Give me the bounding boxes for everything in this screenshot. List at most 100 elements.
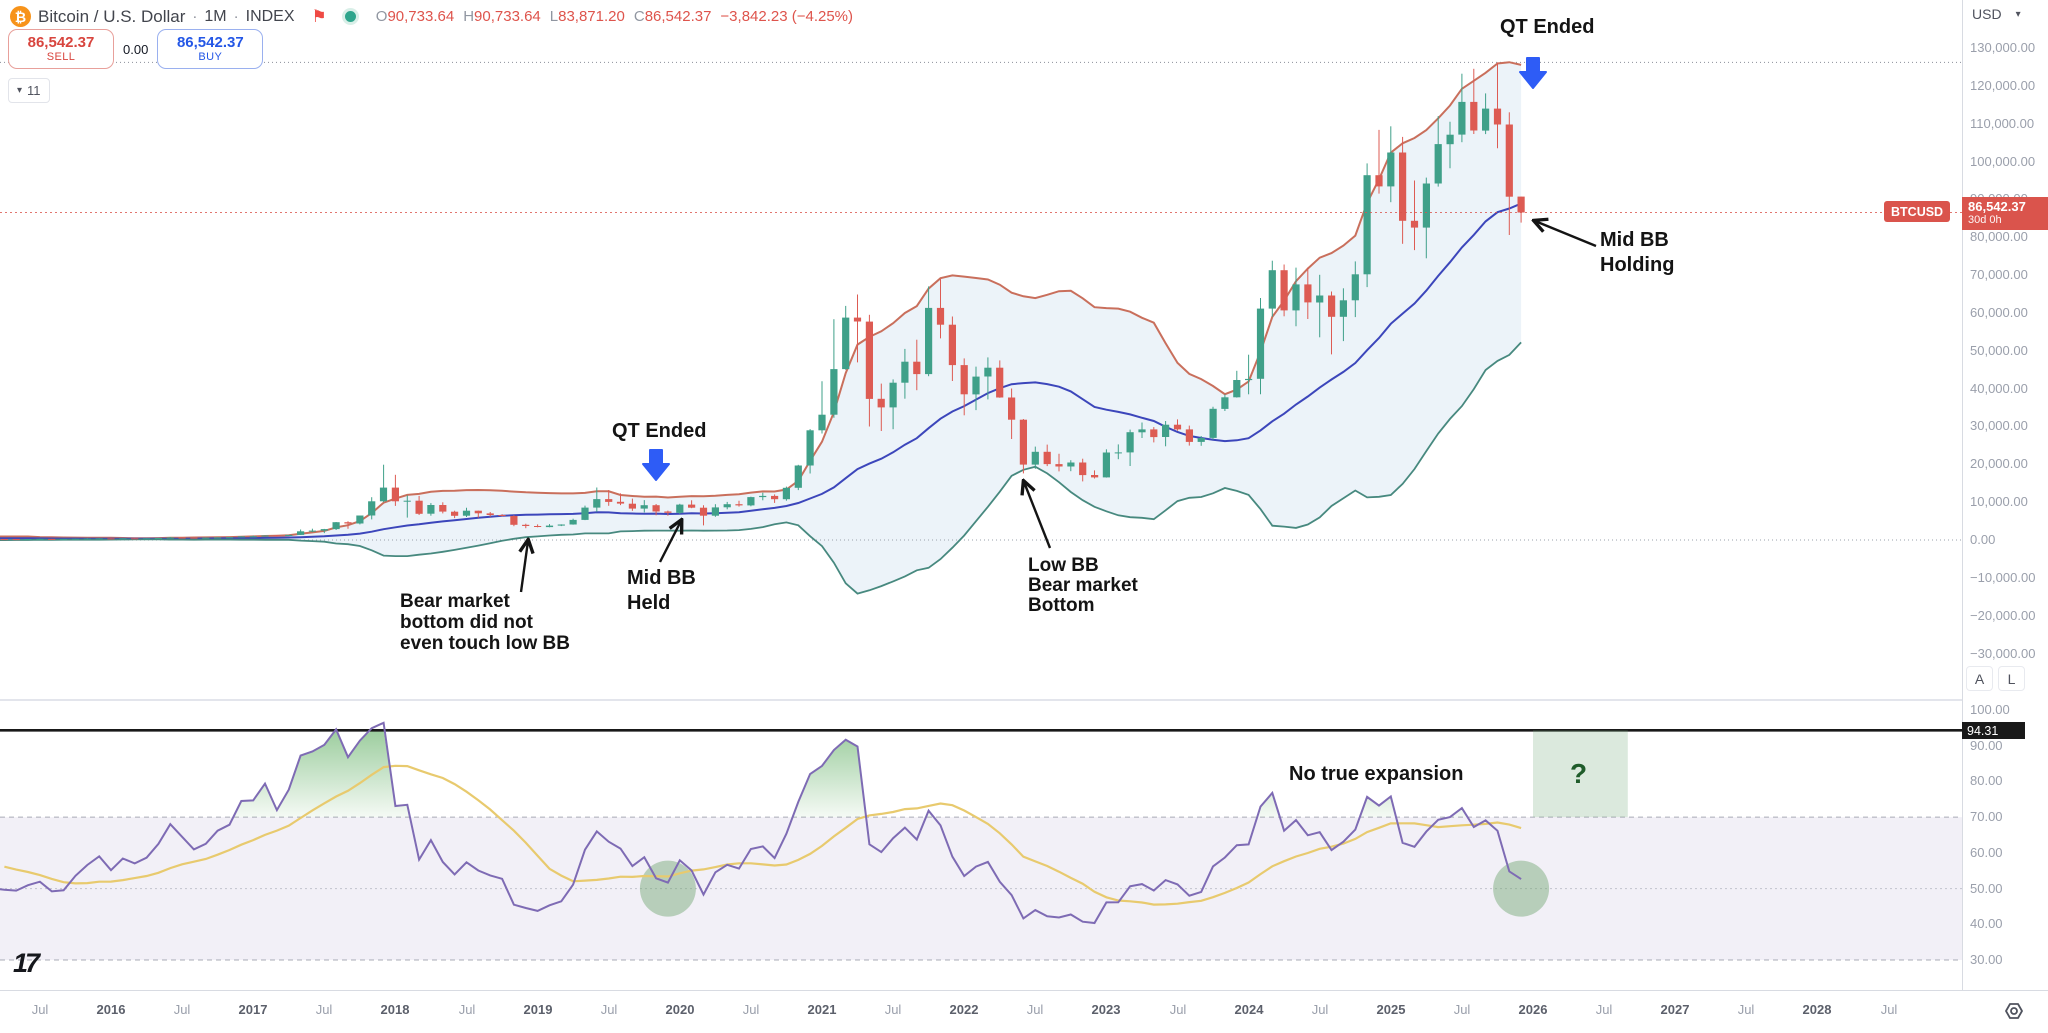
time-tick: 2019 bbox=[523, 1002, 553, 1017]
rsi-tick: 40.00 bbox=[1970, 916, 2003, 931]
time-tick: 2018 bbox=[380, 1002, 410, 1017]
rsi-tick: 70.00 bbox=[1970, 809, 2003, 824]
sell-button[interactable]: 86,542.37 SELL bbox=[8, 29, 114, 69]
price-tick: 0.00 bbox=[1970, 532, 1996, 547]
annotation-bear-market: Bear market bottom did not even touch lo… bbox=[400, 591, 570, 654]
currency-label: USD bbox=[1972, 6, 2002, 22]
current-price-value: 86,542.37 bbox=[1968, 199, 2026, 214]
annotation-qt-ended-top: QT Ended bbox=[1500, 16, 1595, 38]
price-tick: 110,000.00 bbox=[1970, 116, 2035, 131]
time-tick: Jul bbox=[1026, 1002, 1044, 1017]
separator-dot: · bbox=[192, 8, 198, 25]
price-tick: −20,000.00 bbox=[1970, 608, 2036, 623]
price-tick: 30,000.00 bbox=[1970, 418, 2028, 433]
symbol-title[interactable]: Bitcoin / U.S. Dollar bbox=[38, 6, 186, 26]
time-tick: 2028 bbox=[1802, 1002, 1832, 1017]
time-tick: Jul bbox=[884, 1002, 902, 1017]
change-value: −3,842.23 (−4.25%) bbox=[720, 8, 854, 25]
time-tick: Jul bbox=[742, 1002, 760, 1017]
bar-countdown: 30d 0h bbox=[1968, 214, 2002, 226]
price-tick: 60,000.00 bbox=[1970, 305, 2028, 320]
time-axis[interactable]: Jul 2016 Jul 2017 Jul 2018 Jul 2019 Jul 2020 Jul 20… bbox=[0, 990, 2048, 1033]
time-tick: 2020 bbox=[665, 1002, 695, 1017]
price-tick: 20,000.00 bbox=[1970, 456, 2028, 471]
flag-icon[interactable]: ⚑ bbox=[311, 6, 327, 26]
time-tick: 2016 bbox=[96, 1002, 126, 1017]
time-tick: 2027 bbox=[1660, 1002, 1690, 1017]
time-tick: 2025 bbox=[1376, 1002, 1406, 1017]
bar-count-dropdown[interactable]: ▾ 11 bbox=[8, 78, 50, 103]
low-label: L bbox=[549, 8, 559, 25]
price-axis[interactable]: 130,000.00 120,000.00 110,000.00 100,000.00… bbox=[1962, 0, 2048, 990]
annotation-low-bb-bottom: Low BB Bear market Bottom bbox=[1028, 555, 1138, 616]
annotation-qt-ended-mid: QT Ended bbox=[612, 420, 707, 442]
annotation-question-mark: ? bbox=[1570, 758, 1588, 789]
buy-button[interactable]: 86,542.37 BUY bbox=[157, 29, 264, 69]
time-tick: Jul bbox=[31, 1002, 49, 1017]
auto-scale-button[interactable]: A bbox=[1966, 666, 1993, 691]
price-tick: 70,000.00 bbox=[1970, 267, 2028, 282]
time-tick: Jul bbox=[600, 1002, 618, 1017]
trade-panel: 86,542.37 SELL 0.00 86,542.37 BUY bbox=[8, 29, 264, 69]
exchange-label[interactable]: INDEX bbox=[245, 7, 295, 25]
price-tick: 120,000.00 bbox=[1970, 78, 2036, 93]
rsi-tick: 50.00 bbox=[1970, 881, 2003, 896]
bar-count-value: 11 bbox=[27, 83, 41, 98]
tradingview-logo[interactable]: 17 bbox=[13, 948, 40, 978]
time-tick: Jul bbox=[1169, 1002, 1187, 1017]
chevron-down-icon: ▾ bbox=[17, 85, 23, 96]
time-tick: Jul bbox=[1311, 1002, 1329, 1017]
rsi-peak-label: 94.31 bbox=[1962, 722, 2025, 739]
blue-down-arrow-icon bbox=[642, 449, 670, 481]
price-tick: 130,000.00 bbox=[1970, 40, 2036, 55]
symbol-header: ₿ Bitcoin / U.S. Dollar · 1M · INDEX ⚑ O… bbox=[10, 6, 853, 27]
price-tick: 100,000.00 bbox=[1970, 154, 2036, 169]
spread-value: 0.00 bbox=[123, 41, 149, 57]
price-tick: 40,000.00 bbox=[1970, 381, 2028, 396]
price-tick: −30,000.00 bbox=[1970, 646, 2036, 661]
time-tick: Jul bbox=[458, 1002, 476, 1017]
time-tick: 2017 bbox=[238, 1002, 268, 1017]
timezone-settings-button[interactable] bbox=[1999, 997, 2029, 1025]
time-tick: Jul bbox=[1737, 1002, 1755, 1017]
time-tick: Jul bbox=[1453, 1002, 1471, 1017]
close-label: C bbox=[633, 8, 645, 25]
chevron-down-icon: ▾ bbox=[2015, 8, 2021, 20]
time-tick: Jul bbox=[1880, 1002, 1898, 1017]
annotation-mid-bb-holding: Mid BB Holding bbox=[1600, 229, 1675, 276]
price-tick: −10,000.00 bbox=[1970, 570, 2036, 585]
time-tick: 2022 bbox=[949, 1002, 979, 1017]
separator-dot: · bbox=[233, 8, 239, 25]
buy-label: BUY bbox=[198, 51, 223, 64]
time-tick: 2021 bbox=[807, 1002, 837, 1017]
rsi-tick: 90.00 bbox=[1970, 738, 2003, 753]
time-tick: 2026 bbox=[1518, 1002, 1548, 1017]
rsi-tick: 60.00 bbox=[1970, 845, 2003, 860]
price-tick: 10,000.00 bbox=[1970, 494, 2028, 509]
annotation-mid-bb-held: Mid BB Held bbox=[627, 567, 696, 614]
rsi-tick: 30.00 bbox=[1970, 952, 2003, 967]
time-tick: 2024 bbox=[1234, 1002, 1264, 1017]
open-value: 90,733.64 bbox=[387, 8, 455, 25]
open-label: O bbox=[375, 8, 388, 25]
time-tick: Jul bbox=[173, 1002, 191, 1017]
high-label: H bbox=[463, 8, 475, 25]
gear-icon bbox=[2005, 1003, 2023, 1019]
sell-price: 86,542.37 bbox=[27, 33, 95, 51]
annotation-no-true-expansion: No true expansion bbox=[1289, 763, 1464, 785]
close-value: 86,542.37 bbox=[644, 8, 712, 25]
rsi-tick: 80.00 bbox=[1970, 773, 2003, 788]
rsi-tick: 100.00 bbox=[1970, 702, 2010, 717]
buy-price: 86,542.37 bbox=[176, 33, 244, 51]
time-tick: 2023 bbox=[1091, 1002, 1121, 1017]
price-tick: 80,000.00 bbox=[1970, 229, 2028, 244]
time-tick: Jul bbox=[315, 1002, 333, 1017]
timeframe-label[interactable]: 1M bbox=[204, 7, 227, 25]
symbol-price-tag: BTCUSD bbox=[1884, 201, 1951, 222]
current-price-label: 86,542.37 30d 0h bbox=[1962, 197, 2048, 230]
log-scale-button[interactable]: L bbox=[1998, 666, 2025, 691]
high-value: 90,733.64 bbox=[474, 8, 541, 25]
currency-selector[interactable]: USD ▾ bbox=[1972, 6, 2021, 22]
